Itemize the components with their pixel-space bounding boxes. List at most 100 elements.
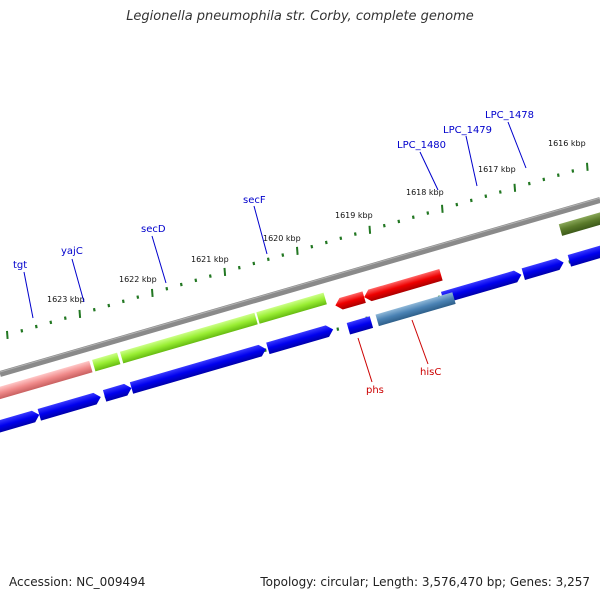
hisC-feature[interactable] (362, 269, 443, 303)
phs-feature[interactable] (334, 291, 366, 311)
minor-tick (208, 274, 212, 278)
minor-tick (336, 327, 340, 331)
cds-hisC-steel[interactable] (375, 292, 456, 327)
secD-feature[interactable] (119, 312, 258, 364)
scale-label: 1623 kbp (47, 295, 85, 304)
scale-label: 1616 kbp (548, 139, 586, 148)
scale-label: 1618 kbp (406, 188, 444, 197)
minor-tick (527, 181, 531, 186)
forward-cds-track (0, 227, 600, 433)
cds-arrow[interactable] (266, 324, 335, 355)
minor-tick (49, 320, 53, 325)
minor-tick (411, 215, 415, 220)
minor-tick (92, 307, 96, 312)
scale-label: 1621 kbp (191, 255, 229, 264)
gene-label-hisC[interactable]: hisC (420, 367, 441, 378)
minor-tick (107, 303, 111, 308)
major-tick (151, 288, 154, 297)
minor-tick (136, 295, 140, 299)
minor-tick (484, 194, 488, 199)
major-tick (513, 183, 517, 192)
leader-line (71, 258, 85, 303)
minor-tick (324, 240, 328, 245)
scale-label: 1617 kbp (478, 165, 516, 174)
olive-feature[interactable] (558, 199, 600, 236)
backbone-highlight (0, 197, 600, 373)
leader-line (151, 235, 167, 284)
gene-label-LPC_1478[interactable]: LPC_1478 (485, 110, 534, 121)
major-tick (441, 204, 444, 213)
minor-tick (571, 169, 575, 173)
accession-text: Accession: NC_009494 (9, 575, 146, 589)
cds-arrow[interactable] (567, 227, 600, 267)
scale-labels: 1623 kbp 1622 kbp 1621 kbp 1620 kbp 1619… (47, 139, 586, 304)
forward-feature-track (0, 199, 600, 401)
minor-tick (382, 223, 386, 228)
minor-tick (20, 328, 24, 333)
leader-line (253, 205, 268, 255)
gene-label-secF[interactable]: secF (243, 195, 266, 206)
minor-tick (310, 244, 314, 249)
leader-line (23, 271, 34, 319)
cds-phs[interactable] (346, 316, 374, 335)
cds-arrow[interactable] (0, 409, 41, 433)
topology-text: Topology: circular; Length: 3,576,470 bp… (260, 575, 590, 589)
gene-label-secD[interactable]: secD (141, 224, 166, 235)
minor-tick (237, 265, 241, 270)
major-tick (586, 162, 589, 171)
gene-label-tgt[interactable]: tgt (13, 260, 27, 271)
leader-line (357, 337, 373, 383)
minor-tick (455, 202, 459, 207)
gene-label-yajC[interactable]: yajC (61, 246, 83, 257)
minor-tick (266, 257, 270, 262)
major-tick (223, 267, 227, 276)
secF-feature[interactable] (256, 292, 327, 324)
reverse-feature-track (334, 269, 456, 335)
leader-line (507, 121, 527, 169)
tgt-feature[interactable] (0, 360, 93, 401)
minor-tick (281, 253, 285, 257)
minor-tick (469, 198, 473, 203)
map-title: Legionella pneumophila str. Corby, compl… (126, 9, 474, 24)
major-tick (368, 225, 372, 234)
minor-tick (165, 286, 169, 291)
yajC-feature[interactable] (92, 352, 121, 372)
forward-gene-labels: tgt yajC secD secF LPC_1480 LPC_1479 LPC… (13, 110, 534, 319)
scale-label: 1622 kbp (119, 275, 157, 284)
minor-tick (353, 232, 357, 236)
minor-tick (498, 190, 502, 194)
minor-tick (426, 211, 430, 215)
gene-label-phs[interactable]: phs (366, 385, 384, 396)
cds-arrow[interactable] (37, 391, 103, 421)
minor-tick (397, 219, 401, 224)
leader-line (411, 319, 429, 365)
minor-tick (194, 278, 198, 283)
major-tick (296, 246, 299, 255)
minor-tick (339, 236, 343, 241)
minor-tick (252, 261, 256, 266)
minor-tick (556, 173, 560, 177)
reverse-gene-labels: phs hisC (357, 319, 441, 396)
minor-tick (542, 177, 546, 182)
backbone (0, 197, 600, 377)
cds-arrow[interactable] (440, 269, 523, 304)
minor-tick (179, 282, 183, 287)
leader-line (419, 151, 439, 191)
cds-arrow[interactable] (521, 257, 566, 280)
minor-tick (34, 324, 38, 329)
minor-tick (63, 316, 67, 320)
gene-label-LPC_1480[interactable]: LPC_1480 (397, 140, 446, 151)
minor-tick (121, 299, 125, 304)
cds-arrow[interactable] (129, 343, 268, 394)
leader-line (465, 135, 478, 187)
cds-arrow[interactable] (102, 382, 133, 402)
scale-label: 1619 kbp (335, 211, 373, 220)
scale-label: 1620 kbp (263, 234, 301, 243)
gene-label-LPC_1479[interactable]: LPC_1479 (443, 125, 492, 136)
backbone-line (0, 197, 600, 377)
scale-ticks-forward (6, 162, 589, 340)
major-tick (6, 330, 9, 340)
major-tick (78, 309, 82, 319)
